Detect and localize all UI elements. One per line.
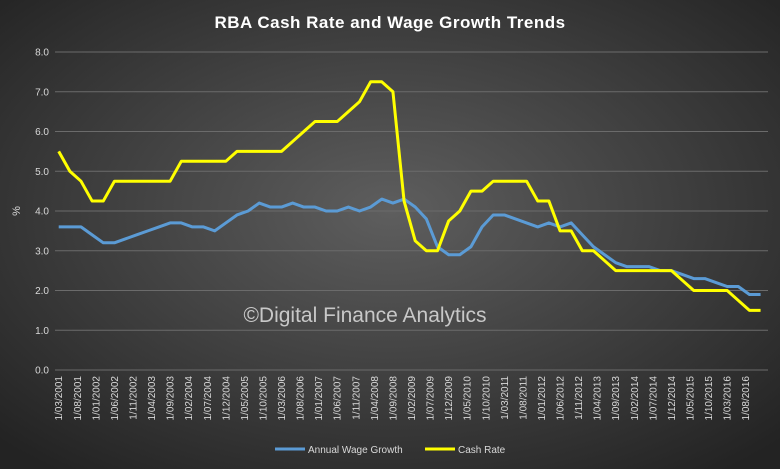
x-tick-label: 1/05/2010: [463, 376, 474, 421]
x-tick-label: 1/11/2002: [128, 376, 139, 420]
x-tick-label: 1/10/2015: [704, 376, 715, 421]
y-tick-label: 8.0: [35, 48, 49, 59]
x-tick-label: 1/06/2002: [110, 376, 121, 421]
chart-title: RBA Cash Rate and Wage Growth Trends: [214, 13, 565, 32]
x-tick-label: 1/08/2001: [73, 376, 84, 421]
x-tick-label: 1/03/2001: [54, 376, 65, 421]
x-tick-label: 1/07/2014: [648, 376, 659, 421]
y-axis-label: %: [11, 206, 23, 216]
x-tick-label: 1/06/2007: [333, 376, 344, 421]
x-tick-label: 1/11/2007: [351, 376, 362, 420]
x-tick-label: 1/07/2004: [203, 376, 214, 421]
x-tick-label: 1/10/2005: [258, 376, 269, 421]
y-tick-label: 6.0: [35, 127, 49, 138]
x-tick-label: 1/12/2014: [667, 376, 678, 421]
x-tick-label: 1/06/2012: [556, 376, 567, 421]
x-tick-label: 1/02/2014: [630, 376, 641, 421]
x-tick-label: 1/02/2004: [184, 376, 195, 421]
x-tick-label: 1/05/2005: [240, 376, 251, 421]
x-tick-label: 1/01/2012: [537, 376, 548, 421]
legend-label: Cash Rate: [458, 445, 506, 456]
y-tick-label: 5.0: [35, 167, 49, 178]
legend-label: Annual Wage Growth: [308, 445, 403, 456]
y-tick-label: 1.0: [35, 326, 49, 337]
line-series: [57, 80, 761, 312]
x-tick-label: 1/09/2008: [388, 376, 399, 421]
y-tick-label: 4.0: [35, 207, 49, 218]
x-tick-label: 1/09/2013: [611, 376, 622, 421]
x-tick-label: 1/03/2006: [277, 376, 288, 421]
x-tick-label: 1/05/2015: [686, 376, 697, 421]
y-tick-label: 2.0: [35, 286, 49, 297]
x-tick-label: 1/04/2008: [370, 376, 381, 421]
x-tick-label: 1/12/2009: [444, 376, 455, 421]
x-tick-label: 1/10/2010: [481, 376, 492, 421]
y-tick-label: 7.0: [35, 87, 49, 98]
line-series: [58, 197, 761, 296]
x-tick-label: 1/04/2013: [593, 376, 604, 421]
x-tick-label: 1/08/2011: [518, 376, 529, 420]
x-tick-label: 1/04/2003: [147, 376, 158, 421]
x-tick-label: 1/01/2007: [314, 376, 325, 421]
x-tick-label: 1/03/2011: [500, 376, 511, 420]
annotation: ©Digital Finance Analytics: [243, 304, 486, 327]
x-tick-label: 1/07/2009: [426, 376, 437, 421]
x-tick-label: 1/12/2004: [221, 376, 232, 421]
y-tick-label: 3.0: [35, 246, 49, 257]
x-tick-label: 1/08/2016: [741, 376, 752, 421]
x-tick-label: 1/02/2009: [407, 376, 418, 421]
y-tick-label: 0.0: [35, 366, 49, 377]
x-tick-label: 1/11/2012: [574, 376, 585, 420]
x-tick-label: 1/08/2006: [296, 376, 307, 421]
x-tick-label: 1/09/2003: [166, 376, 177, 421]
x-tick-label: 1/01/2002: [91, 376, 102, 421]
x-tick-label: 1/03/2016: [723, 376, 734, 421]
